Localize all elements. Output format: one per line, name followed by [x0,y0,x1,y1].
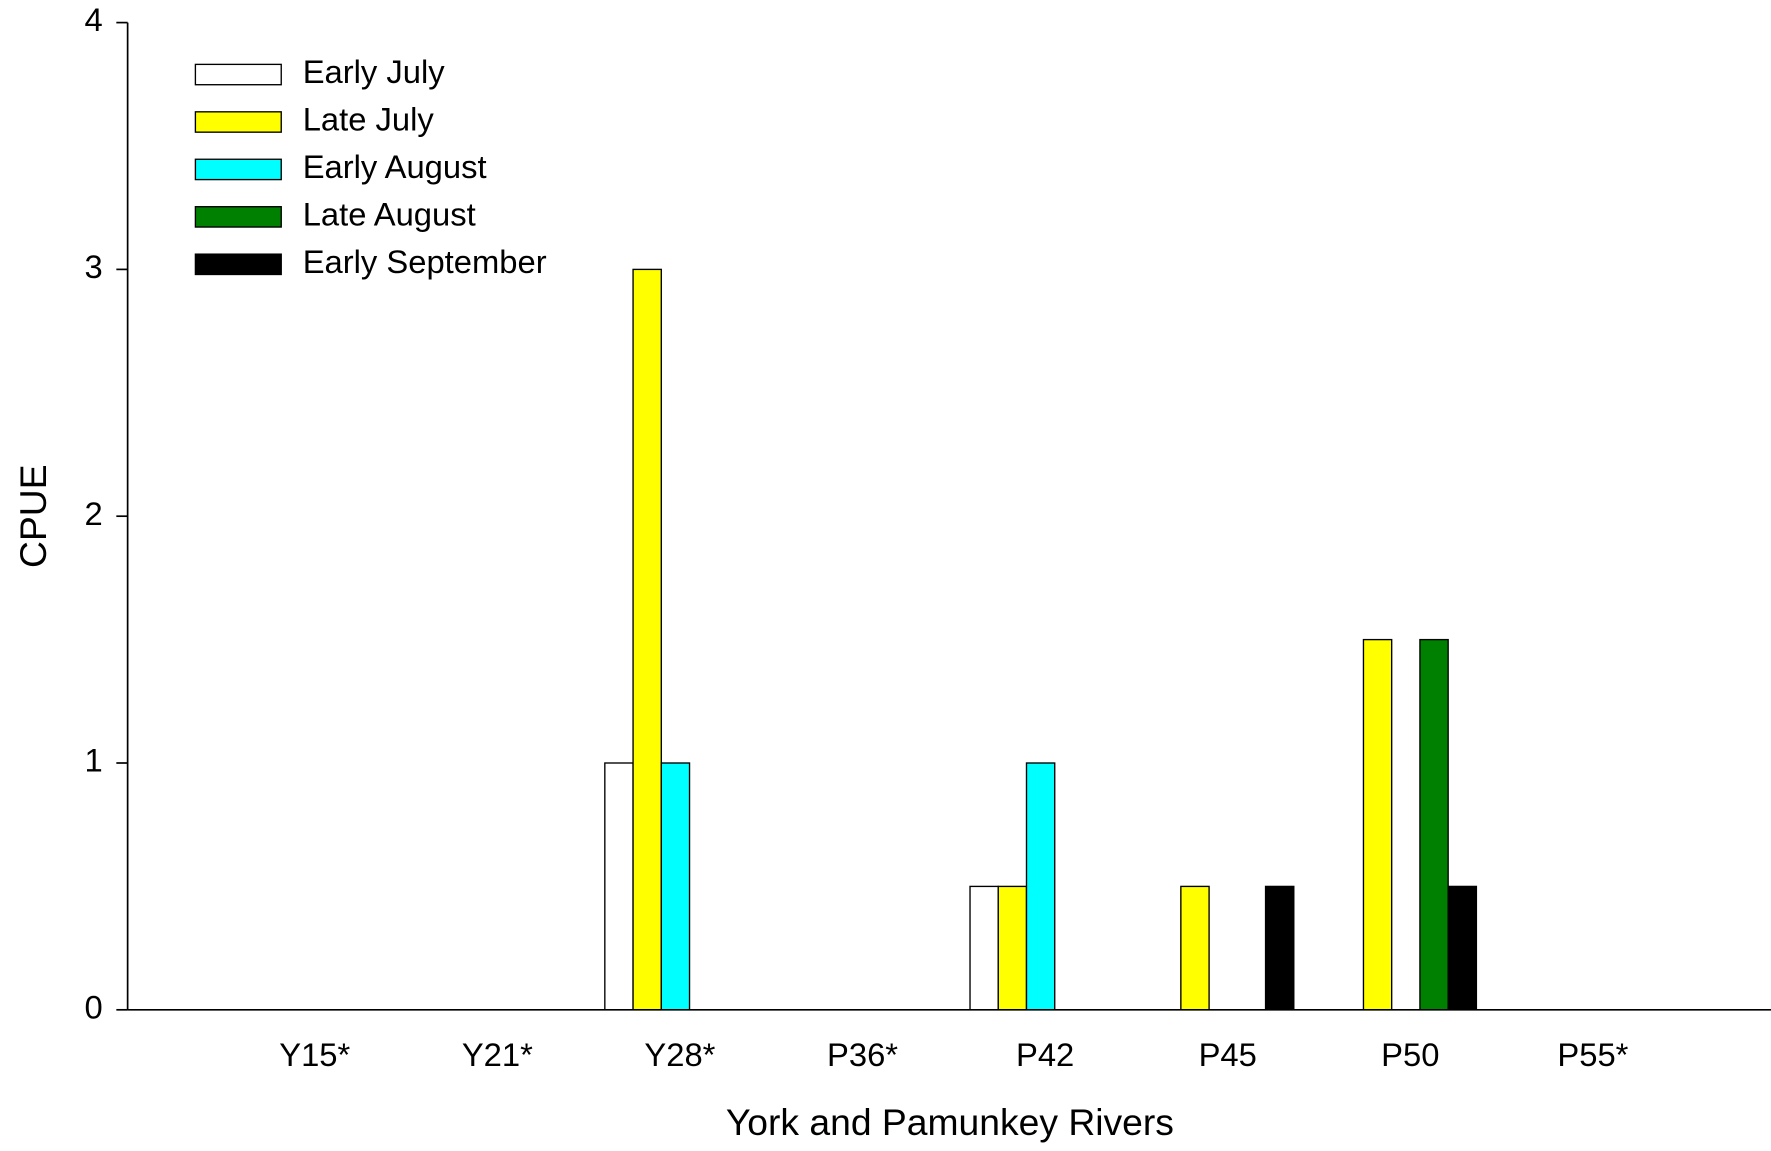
y-tick-label: 3 [85,248,103,285]
legend-label: Early August [303,148,487,185]
bar [632,268,662,1011]
bar [997,885,1028,1011]
y-tick-label: 2 [85,495,103,532]
x-tick-label: Y21* [462,1036,533,1073]
bar [1447,885,1478,1011]
y-tick-label: 1 [85,742,103,779]
legend-label: Early September [303,243,547,280]
x-tick-label: P55* [1557,1036,1628,1073]
x-tick-label: P45 [1199,1036,1257,1073]
bar [1180,885,1210,1011]
x-tick-label: P42 [1016,1036,1074,1073]
x-tick-label: Y15* [279,1036,350,1073]
y-tick-label: 0 [85,988,103,1025]
bar [1362,638,1393,1011]
bar [969,885,999,1011]
bar [1025,762,1056,1011]
bar [604,762,634,1011]
legend-label: Late August [303,196,476,233]
bar [1419,638,1449,1011]
legend-swatch [194,206,282,228]
legend-label: Late July [303,101,435,138]
bar [1264,885,1295,1011]
y-axis-title: CPUE [12,464,54,568]
legend-label: Early July [303,53,446,90]
legend-swatch [194,253,282,276]
legend-swatch [194,63,282,86]
x-tick-label: P36* [827,1036,898,1073]
x-tick-label: Y28* [644,1036,715,1073]
x-tick-label: P50 [1381,1036,1439,1073]
legend-swatch [194,158,282,181]
legend-swatch [194,111,282,133]
y-tick-label: 4 [85,1,103,38]
x-axis-title: York and Pamunkey Rivers [726,1101,1174,1143]
bar [660,762,691,1011]
